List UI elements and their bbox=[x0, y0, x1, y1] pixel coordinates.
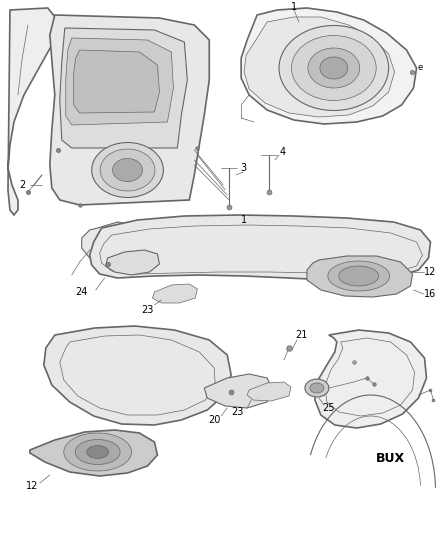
Polygon shape bbox=[152, 284, 197, 303]
Polygon shape bbox=[307, 256, 413, 297]
Polygon shape bbox=[50, 15, 209, 205]
Text: 24: 24 bbox=[75, 287, 88, 297]
Text: 20: 20 bbox=[208, 415, 220, 425]
Ellipse shape bbox=[87, 446, 109, 458]
Polygon shape bbox=[66, 38, 173, 125]
Text: 4: 4 bbox=[280, 147, 286, 157]
Polygon shape bbox=[74, 50, 159, 113]
Ellipse shape bbox=[100, 149, 155, 191]
Polygon shape bbox=[106, 250, 159, 275]
Polygon shape bbox=[44, 326, 231, 425]
Ellipse shape bbox=[92, 142, 163, 198]
Text: 1: 1 bbox=[291, 2, 297, 12]
Text: 1: 1 bbox=[241, 215, 247, 225]
Text: 16: 16 bbox=[424, 289, 437, 299]
Ellipse shape bbox=[113, 158, 142, 182]
Text: 23: 23 bbox=[141, 305, 154, 315]
Text: 12: 12 bbox=[424, 267, 437, 277]
Text: 2: 2 bbox=[19, 180, 25, 190]
Polygon shape bbox=[8, 8, 56, 215]
Ellipse shape bbox=[64, 433, 131, 471]
Text: 3: 3 bbox=[240, 163, 246, 173]
Ellipse shape bbox=[310, 383, 324, 393]
Ellipse shape bbox=[320, 57, 348, 79]
Text: e: e bbox=[418, 63, 423, 72]
Text: BUX: BUX bbox=[376, 451, 405, 464]
Text: 12: 12 bbox=[26, 481, 38, 491]
Ellipse shape bbox=[328, 261, 390, 291]
Polygon shape bbox=[244, 17, 395, 117]
Polygon shape bbox=[60, 28, 187, 148]
Ellipse shape bbox=[339, 266, 379, 286]
Text: 21: 21 bbox=[295, 330, 307, 340]
Ellipse shape bbox=[75, 440, 120, 464]
Polygon shape bbox=[90, 215, 431, 280]
Polygon shape bbox=[247, 382, 291, 401]
Ellipse shape bbox=[291, 36, 376, 101]
Text: 25: 25 bbox=[323, 403, 335, 413]
Polygon shape bbox=[204, 374, 273, 408]
Ellipse shape bbox=[305, 379, 329, 397]
Ellipse shape bbox=[279, 26, 389, 110]
Polygon shape bbox=[315, 330, 427, 428]
Ellipse shape bbox=[308, 48, 360, 88]
Polygon shape bbox=[82, 222, 138, 262]
Text: 23: 23 bbox=[231, 407, 244, 417]
Polygon shape bbox=[30, 430, 157, 476]
Polygon shape bbox=[241, 8, 417, 124]
